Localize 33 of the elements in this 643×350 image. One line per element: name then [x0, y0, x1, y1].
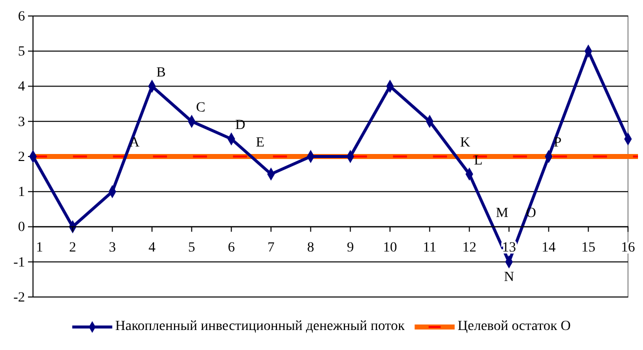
annotation: M — [496, 206, 509, 221]
x-tick-label: 6 — [228, 240, 235, 256]
y-tick-label: 6 — [18, 9, 25, 24]
x-tick-label: 1 — [36, 240, 43, 256]
y-tick-label: 1 — [18, 185, 25, 200]
legend-label: Целевой остаток О — [458, 319, 571, 334]
x-tick-label: 15 — [581, 240, 596, 256]
annotation: C — [196, 100, 206, 116]
y-tick-label: -2 — [13, 290, 25, 306]
legend-label: Накопленный инвестиционный денежный поток — [115, 319, 405, 334]
annotation: E — [256, 136, 264, 151]
y-tick-label: 3 — [18, 114, 25, 130]
x-tick-label: 12 — [462, 240, 476, 256]
x-tick-label: 10 — [383, 240, 397, 256]
x-tick-label: 4 — [148, 240, 156, 256]
y-tick-label: 5 — [18, 44, 25, 60]
x-tick-label: 9 — [346, 240, 354, 256]
y-tick-label: 4 — [18, 80, 25, 95]
x-tick-label: 7 — [268, 240, 274, 256]
x-tick-label: 2 — [69, 240, 76, 256]
annotation: N — [504, 270, 514, 286]
annotation: B — [156, 65, 166, 80]
x-tick-label: 14 — [542, 240, 556, 256]
annotation: D — [235, 118, 246, 134]
x-tick-label: 3 — [108, 240, 116, 256]
x-tick-label: 8 — [307, 240, 314, 256]
y-tick-label: -1 — [13, 255, 25, 270]
y-tick-label: 0 — [18, 220, 25, 236]
x-tick-label: 16 — [621, 240, 635, 256]
y-tick-label: 2 — [18, 150, 25, 165]
x-tick-label: 5 — [188, 240, 196, 256]
annotation: K — [460, 136, 470, 151]
x-tick-label: 11 — [422, 240, 436, 256]
